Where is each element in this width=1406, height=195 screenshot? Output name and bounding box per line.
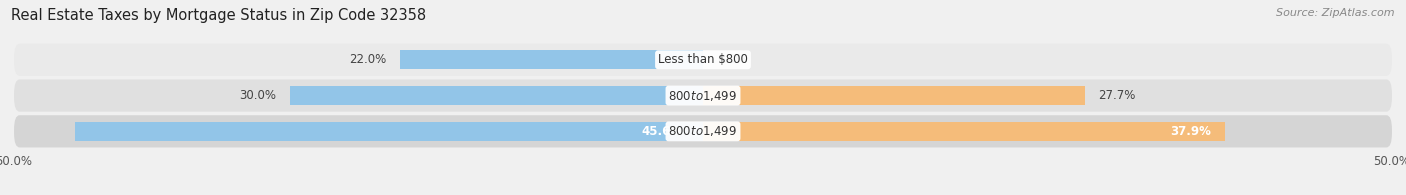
Text: Source: ZipAtlas.com: Source: ZipAtlas.com xyxy=(1277,8,1395,18)
Text: 22.0%: 22.0% xyxy=(349,53,387,66)
Text: $800 to $1,499: $800 to $1,499 xyxy=(668,124,738,138)
Bar xyxy=(399,51,703,69)
Text: $800 to $1,499: $800 to $1,499 xyxy=(668,89,738,103)
FancyBboxPatch shape xyxy=(14,115,1392,147)
FancyBboxPatch shape xyxy=(14,79,1392,112)
Text: 45.6%: 45.6% xyxy=(641,125,682,138)
Text: Real Estate Taxes by Mortgage Status in Zip Code 32358: Real Estate Taxes by Mortgage Status in … xyxy=(11,8,426,23)
Bar xyxy=(703,86,1084,105)
Text: 27.7%: 27.7% xyxy=(1098,89,1136,102)
Text: 37.9%: 37.9% xyxy=(1171,125,1212,138)
FancyBboxPatch shape xyxy=(14,44,1392,76)
Bar xyxy=(290,86,703,105)
Bar xyxy=(75,122,703,141)
Text: 30.0%: 30.0% xyxy=(239,89,276,102)
Text: 0.0%: 0.0% xyxy=(717,53,747,66)
Bar xyxy=(703,122,1225,141)
Text: Less than $800: Less than $800 xyxy=(658,53,748,66)
